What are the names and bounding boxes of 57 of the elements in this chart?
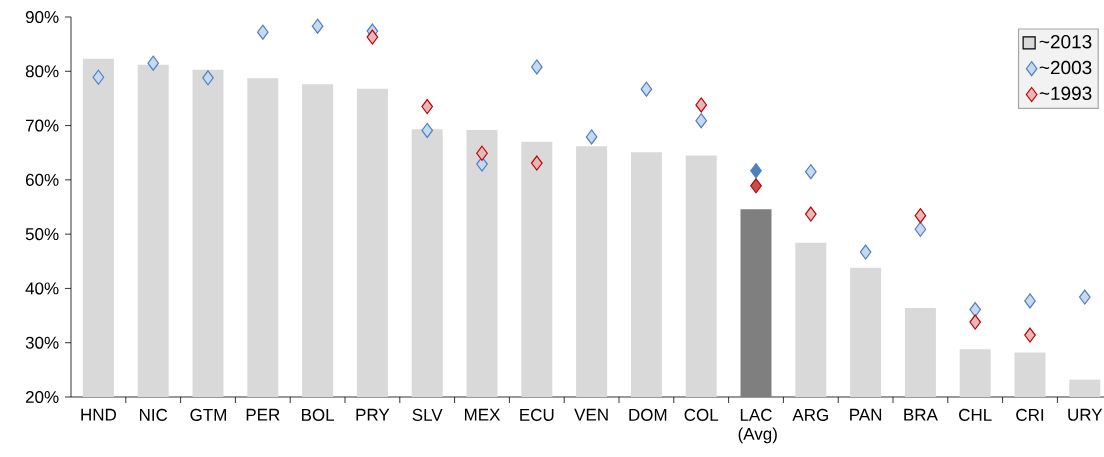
x-tick-label: ARG bbox=[792, 408, 828, 421]
x-tick-label: PAN bbox=[850, 408, 882, 421]
x-tick-label: PRY bbox=[356, 408, 390, 421]
y-tick-label: 70% bbox=[25, 119, 59, 132]
x-tick-label: GTM bbox=[190, 408, 226, 421]
point bbox=[804, 206, 817, 222]
point bbox=[969, 314, 982, 330]
point bbox=[1024, 293, 1036, 309]
legend-label: ~2013 bbox=[1039, 34, 1092, 49]
point bbox=[92, 69, 105, 85]
point bbox=[366, 29, 379, 45]
point bbox=[1024, 327, 1036, 343]
y-tick-label: 30% bbox=[25, 336, 59, 349]
point bbox=[1078, 289, 1091, 305]
x-tick-label: SLV bbox=[412, 408, 443, 421]
x-tick-label: NIC bbox=[139, 408, 168, 421]
point bbox=[695, 113, 708, 129]
point bbox=[969, 302, 982, 318]
x-tick-label: CRI bbox=[1016, 408, 1044, 421]
point bbox=[804, 164, 817, 180]
x-tick-label: PER bbox=[246, 408, 280, 421]
y-tick-label: 90% bbox=[25, 10, 59, 24]
x-tick-label: LAC (Avg) bbox=[738, 408, 777, 444]
y-tick-label: 80% bbox=[25, 65, 59, 78]
point bbox=[750, 178, 762, 194]
point bbox=[476, 145, 488, 161]
x-tick-label: BOL bbox=[301, 408, 335, 421]
y-tick-label: 50% bbox=[25, 228, 59, 241]
point bbox=[640, 81, 653, 97]
point bbox=[750, 163, 762, 179]
point bbox=[859, 244, 872, 260]
point bbox=[256, 24, 269, 40]
x-tick-label: DOM bbox=[629, 408, 667, 421]
x-tick-label: BRA bbox=[904, 408, 938, 421]
point bbox=[530, 155, 543, 171]
point bbox=[530, 59, 543, 75]
x-tick-label: VEN bbox=[574, 408, 608, 421]
x-tick-label: MEX bbox=[464, 408, 501, 421]
point bbox=[421, 98, 434, 115]
x-tick-label: CHL bbox=[959, 408, 992, 421]
legend-label: ~1993 bbox=[1039, 86, 1092, 101]
x-tick-label: HND bbox=[81, 408, 116, 421]
point bbox=[147, 55, 160, 71]
point bbox=[421, 122, 434, 139]
y-tick-label: 40% bbox=[25, 282, 59, 295]
point bbox=[585, 129, 598, 145]
legend-label: ~2003 bbox=[1039, 60, 1092, 75]
point bbox=[695, 97, 708, 113]
x-tick-label: URY bbox=[1068, 408, 1103, 421]
point bbox=[311, 18, 324, 34]
point bbox=[914, 208, 927, 224]
point bbox=[914, 221, 927, 237]
x-tick-label: COL bbox=[684, 408, 719, 421]
y-tick-label: 20% bbox=[25, 390, 59, 404]
x-tick-label: ECU bbox=[520, 408, 554, 421]
y-tick-label: 60% bbox=[25, 173, 59, 186]
point bbox=[202, 70, 214, 86]
